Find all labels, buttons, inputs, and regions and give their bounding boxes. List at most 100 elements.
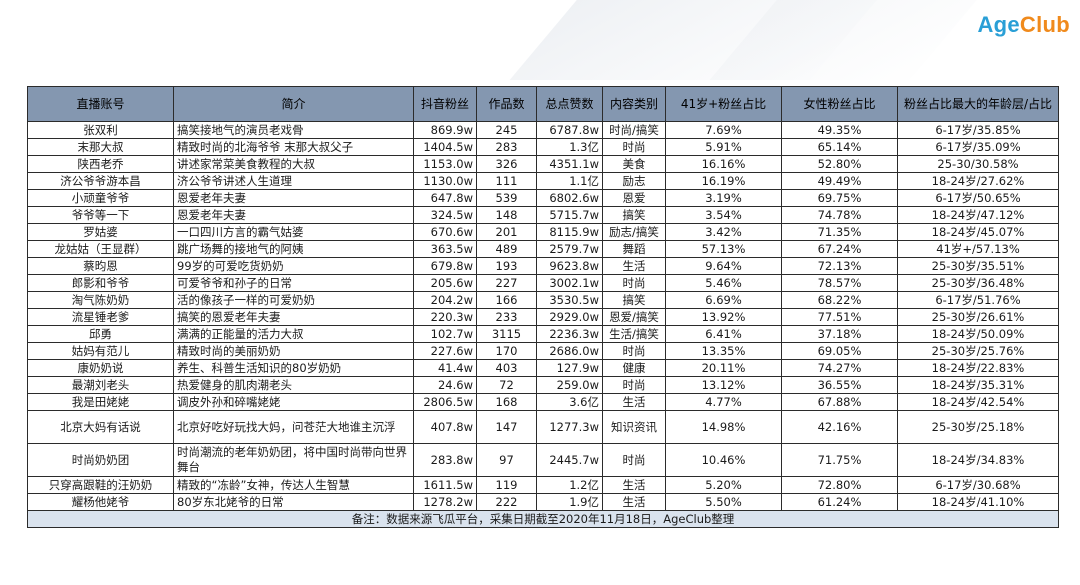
cell-top-age-group: 25-30岁/36.48% — [897, 274, 1059, 292]
table-header-row: 直播账号 简介 抖音粉丝 作品数 总点赞数 内容类别 41岁+粉丝占比 女性粉丝… — [27, 86, 1059, 122]
cell-followers: 363.5w — [413, 240, 477, 258]
cell-likes: 1277.3w — [536, 410, 603, 444]
cell-top-age-group: 25-30岁/26.61% — [897, 308, 1059, 326]
cell-likes: 2236.3w — [536, 325, 603, 343]
cell-likes: 9623.8w — [536, 257, 603, 275]
cell-likes: 6787.8w — [536, 121, 603, 139]
cell-female-share: 69.05% — [781, 342, 898, 360]
cell-category: 生活 — [602, 493, 666, 511]
cell-top-age-group: 18-24岁/22.83% — [897, 359, 1059, 377]
cell-account: 末那大叔 — [27, 138, 174, 156]
cell-41plus-share: 5.91% — [665, 138, 782, 156]
cell-works: 97 — [476, 443, 537, 477]
cell-account: 流星锤老爹 — [27, 308, 174, 326]
cell-works: 403 — [476, 359, 537, 377]
cell-female-share: 52.80% — [781, 155, 898, 173]
cell-top-age-group: 6-17岁/50.65% — [897, 189, 1059, 207]
cell-41plus-share: 13.92% — [665, 308, 782, 326]
cell-female-share: 72.80% — [781, 476, 898, 494]
cell-female-share: 68.22% — [781, 291, 898, 309]
cell-top-age-group: 25-30/30.58% — [897, 155, 1059, 173]
cell-followers: 102.7w — [413, 325, 477, 343]
cell-category: 生活 — [602, 476, 666, 494]
col-header-likes: 总点赞数 — [536, 86, 603, 122]
cell-followers: 670.6w — [413, 223, 477, 241]
cell-41plus-share: 5.50% — [665, 493, 782, 511]
cell-followers: 283.8w — [413, 443, 477, 477]
table-row: 最潮刘老头 热爱健身的肌肉潮老头 24.6w 72 259.0w 时尚 13.12% 36.5… — [27, 376, 1059, 394]
cell-intro: 北京好吃好玩找大妈，问苍茫大地谁主沉浮 — [173, 410, 414, 444]
cell-intro: 精致的“冻龄”女神，传达人生智慧 — [173, 476, 414, 494]
cell-likes: 127.9w — [536, 359, 603, 377]
table-row: 蔡昀恩 99岁的可爱吃货奶奶 679.8w 193 9623.8w 生活 9.64% 72.1… — [27, 257, 1059, 275]
table-body: 张双利 搞笑接地气的演员老戏骨 869.9w 245 6787.8w 时尚/搞笑 7.69%… — [27, 121, 1059, 528]
cell-top-age-group: 25-30岁/25.76% — [897, 342, 1059, 360]
table-row: 济公爷爷游本昌 济公爷爷讲述人生道理 1130.0w 111 1.1亿 励志 16.19% 4… — [27, 172, 1059, 190]
cell-category: 恩爱 — [602, 189, 666, 207]
cell-41plus-share: 3.19% — [665, 189, 782, 207]
cell-category: 时尚 — [602, 274, 666, 292]
col-header-intro: 简介 — [173, 86, 414, 122]
cell-likes: 2445.7w — [536, 443, 603, 477]
cell-followers: 1153.0w — [413, 155, 477, 173]
cell-followers: 204.2w — [413, 291, 477, 309]
cell-41plus-share: 16.16% — [665, 155, 782, 173]
cell-category: 知识资讯 — [602, 410, 666, 444]
cell-intro: 满满的正能量的活力大叔 — [173, 325, 414, 343]
cell-41plus-share: 13.12% — [665, 376, 782, 394]
cell-likes: 3002.1w — [536, 274, 603, 292]
cell-works: 227 — [476, 274, 537, 292]
cell-41plus-share: 16.19% — [665, 172, 782, 190]
cell-works: 72 — [476, 376, 537, 394]
cell-account: 北京大妈有话说 — [27, 410, 174, 444]
cell-category: 时尚/搞笑 — [602, 121, 666, 139]
col-header-category: 内容类别 — [602, 86, 666, 122]
cell-intro: 80岁东北姥爷的日常 — [173, 493, 414, 511]
cell-followers: 324.5w — [413, 206, 477, 224]
cell-category: 时尚 — [602, 138, 666, 156]
cell-category: 时尚 — [602, 376, 666, 394]
cell-female-share: 77.51% — [781, 308, 898, 326]
cell-41plus-share: 7.69% — [665, 121, 782, 139]
cell-41plus-share: 6.41% — [665, 325, 782, 343]
cell-intro: 一口四川方言的霸气姑婆 — [173, 223, 414, 241]
cell-female-share: 61.24% — [781, 493, 898, 511]
cell-41plus-share: 10.46% — [665, 443, 782, 477]
cell-41plus-share: 3.54% — [665, 206, 782, 224]
cell-likes: 2686.0w — [536, 342, 603, 360]
cell-works: 168 — [476, 393, 537, 411]
cell-top-age-group: 6-17岁/35.09% — [897, 138, 1059, 156]
cell-account: 济公爷爷游本昌 — [27, 172, 174, 190]
cell-likes: 3530.5w — [536, 291, 603, 309]
cell-works: 539 — [476, 189, 537, 207]
cell-works: 201 — [476, 223, 537, 241]
cell-top-age-group: 18-24岁/47.12% — [897, 206, 1059, 224]
cell-intro: 时尚潮流的老年奶奶团，将中国时尚带向世界舞台 — [173, 443, 414, 477]
cell-followers: 227.6w — [413, 342, 477, 360]
table-row: 时尚奶奶团 时尚潮流的老年奶奶团，将中国时尚带向世界舞台 283.8w 97 2445.… — [27, 443, 1059, 477]
cell-followers: 41.4w — [413, 359, 477, 377]
col-header-41plus-share: 41岁+粉丝占比 — [665, 86, 782, 122]
cell-followers: 2806.5w — [413, 393, 477, 411]
cell-followers: 647.8w — [413, 189, 477, 207]
cell-likes: 6802.6w — [536, 189, 603, 207]
cell-top-age-group: 41岁+/57.13% — [897, 240, 1059, 258]
cell-female-share: 69.75% — [781, 189, 898, 207]
table-row: 罗姑婆 一口四川方言的霸气姑婆 670.6w 201 8115.9w 励志/搞笑 3.42%… — [27, 223, 1059, 241]
cell-likes: 1.3亿 — [536, 138, 603, 156]
cell-works: 489 — [476, 240, 537, 258]
cell-account: 邱勇 — [27, 325, 174, 343]
cell-likes: 4351.1w — [536, 155, 603, 173]
cell-works: 147 — [476, 410, 537, 444]
cell-category: 时尚 — [602, 443, 666, 477]
cell-likes: 2579.7w — [536, 240, 603, 258]
col-header-works: 作品数 — [476, 86, 537, 122]
cell-intro: 养生、科普生活知识的80岁奶奶 — [173, 359, 414, 377]
cell-female-share: 71.35% — [781, 223, 898, 241]
cell-category: 生活 — [602, 393, 666, 411]
cell-intro: 精致时尚的北海爷爷 末那大叔父子 — [173, 138, 414, 156]
influencer-table: 直播账号 简介 抖音粉丝 作品数 总点赞数 内容类别 41岁+粉丝占比 女性粉丝… — [27, 86, 1059, 528]
col-header-followers: 抖音粉丝 — [413, 86, 477, 122]
cell-41plus-share: 13.35% — [665, 342, 782, 360]
cell-works: 111 — [476, 172, 537, 190]
